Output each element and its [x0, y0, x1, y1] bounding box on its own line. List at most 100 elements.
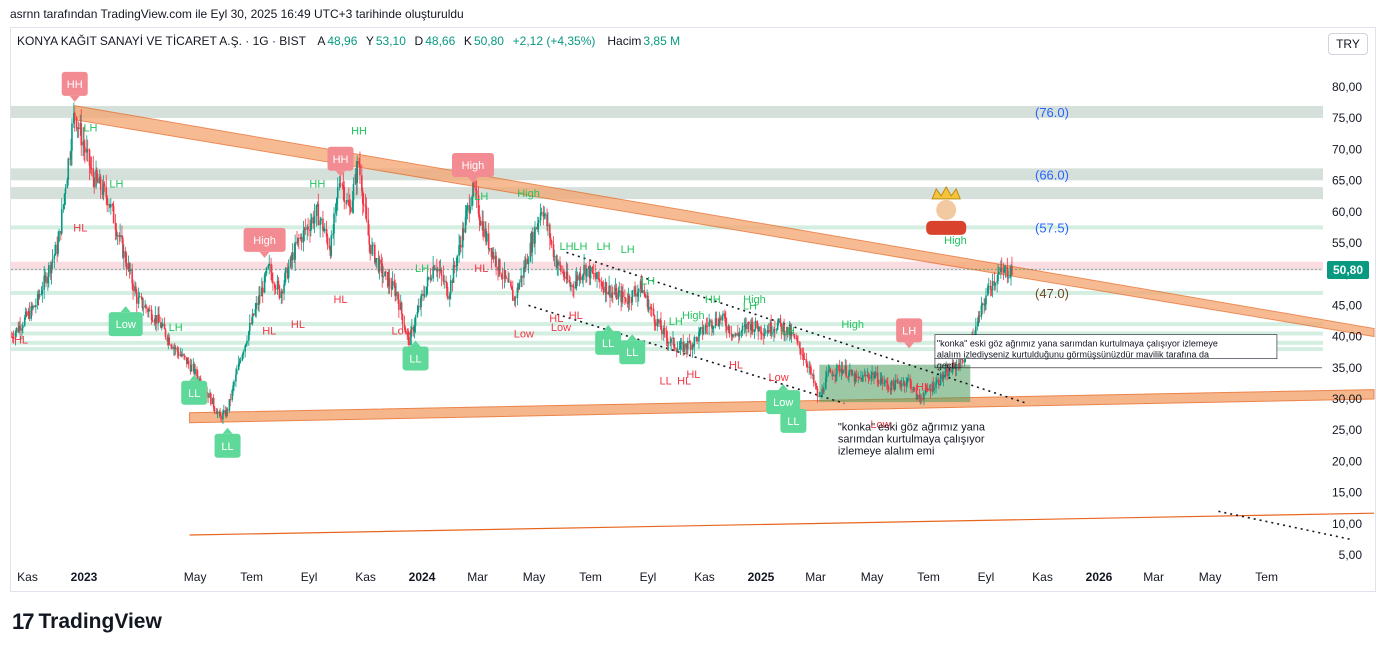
- candle-body: [789, 327, 792, 337]
- candle-body: [816, 388, 819, 397]
- candle-body: [378, 259, 381, 272]
- candle-body: [797, 341, 799, 343]
- candle-body: [213, 407, 216, 412]
- candle-body: [863, 374, 866, 376]
- candle-body: [30, 306, 33, 319]
- pattern-label: HH: [333, 154, 349, 166]
- candle-body: [18, 325, 20, 332]
- candle-body: [989, 285, 992, 290]
- candle-body: [613, 293, 616, 295]
- candle-body: [722, 313, 724, 316]
- candle-body: [945, 368, 947, 371]
- candle-body: [771, 332, 773, 334]
- candle-body: [490, 248, 493, 258]
- candle-body: [241, 354, 244, 361]
- candle-body: [876, 372, 879, 384]
- candle-body: [575, 275, 578, 282]
- pattern-label: LH: [573, 241, 587, 253]
- pattern-label-pointer: [627, 334, 638, 341]
- candle-body: [336, 197, 338, 205]
- candle-body: [471, 196, 473, 207]
- x-tick-label: 2026: [1086, 570, 1113, 584]
- candle-body: [511, 286, 513, 291]
- candle-body: [312, 217, 315, 224]
- candle-body: [706, 325, 709, 327]
- candle-body: [682, 342, 684, 352]
- candle-body: [264, 274, 267, 276]
- candle-body: [834, 375, 836, 377]
- x-tick-label: Kas: [694, 570, 715, 584]
- candle-body: [102, 183, 105, 195]
- symbol-title[interactable]: KONYA KAĞIT SANAYİ VE TİCARET A.Ş. · 1G …: [17, 34, 306, 48]
- candle-body: [458, 245, 460, 256]
- candle-body: [53, 255, 56, 260]
- candle-body: [870, 374, 872, 379]
- candle-body: [559, 261, 561, 266]
- candle-body: [250, 322, 253, 324]
- candle-body: [504, 270, 507, 278]
- candle-body: [831, 372, 834, 377]
- candle-body: [348, 199, 350, 206]
- candle-body: [821, 389, 823, 396]
- pattern-label: LH: [474, 191, 488, 203]
- candle-body: [386, 271, 389, 287]
- candle-body: [410, 329, 412, 346]
- open-label: A: [317, 34, 326, 48]
- candle-body: [714, 317, 717, 327]
- currency-button[interactable]: TRY: [1328, 33, 1368, 55]
- candle-body: [748, 322, 750, 324]
- candle-body: [192, 364, 195, 366]
- candle-body: [592, 272, 595, 274]
- candle-body: [799, 348, 802, 355]
- candle-body: [602, 286, 605, 293]
- x-tick-label: Eyl: [978, 570, 995, 584]
- pattern-label: LH: [415, 263, 429, 275]
- candle-body: [95, 169, 97, 188]
- candle-body: [628, 295, 631, 302]
- candle-body: [67, 158, 70, 180]
- candle-body: [685, 343, 687, 349]
- candle-body: [996, 280, 998, 283]
- candle-body: [335, 204, 337, 214]
- candle-body: [987, 286, 989, 296]
- candle-body: [711, 320, 713, 329]
- candle-body: [325, 229, 328, 237]
- tradingview-brand[interactable]: 17 TradingView: [12, 609, 162, 635]
- candle-body: [659, 320, 661, 324]
- candle-body: [173, 347, 176, 349]
- candle-body: [22, 325, 24, 329]
- candle-body: [186, 360, 189, 364]
- candle-body: [756, 320, 759, 328]
- candle-body: [226, 409, 229, 411]
- candle-body: [76, 127, 79, 129]
- candle-body: [286, 267, 289, 279]
- candle-body: [640, 280, 643, 293]
- candle-body: [267, 265, 270, 268]
- candle-body: [177, 351, 180, 356]
- candle-body: [887, 383, 889, 388]
- candle-body: [875, 372, 877, 377]
- candle-body: [766, 329, 769, 333]
- candle-body: [259, 295, 261, 297]
- candle-body: [923, 393, 925, 399]
- candle-body: [907, 378, 910, 380]
- candle-body: [45, 275, 47, 284]
- candle-body: [775, 329, 778, 331]
- candle-body: [449, 294, 451, 300]
- candle-body: [862, 375, 864, 382]
- pattern-label: HL: [686, 369, 700, 381]
- candle-body: [434, 268, 436, 270]
- candle-body: [77, 127, 80, 130]
- candle-body: [268, 263, 271, 266]
- candle-body: [621, 291, 623, 302]
- candle-body: [300, 237, 303, 243]
- candle-body: [40, 293, 43, 295]
- candle-body: [21, 328, 23, 331]
- candle-body: [740, 330, 743, 333]
- candle-body: [362, 203, 365, 206]
- candle-body: [754, 320, 757, 330]
- candle-body: [892, 380, 895, 386]
- candle-body: [524, 267, 526, 269]
- candle-body: [518, 282, 521, 290]
